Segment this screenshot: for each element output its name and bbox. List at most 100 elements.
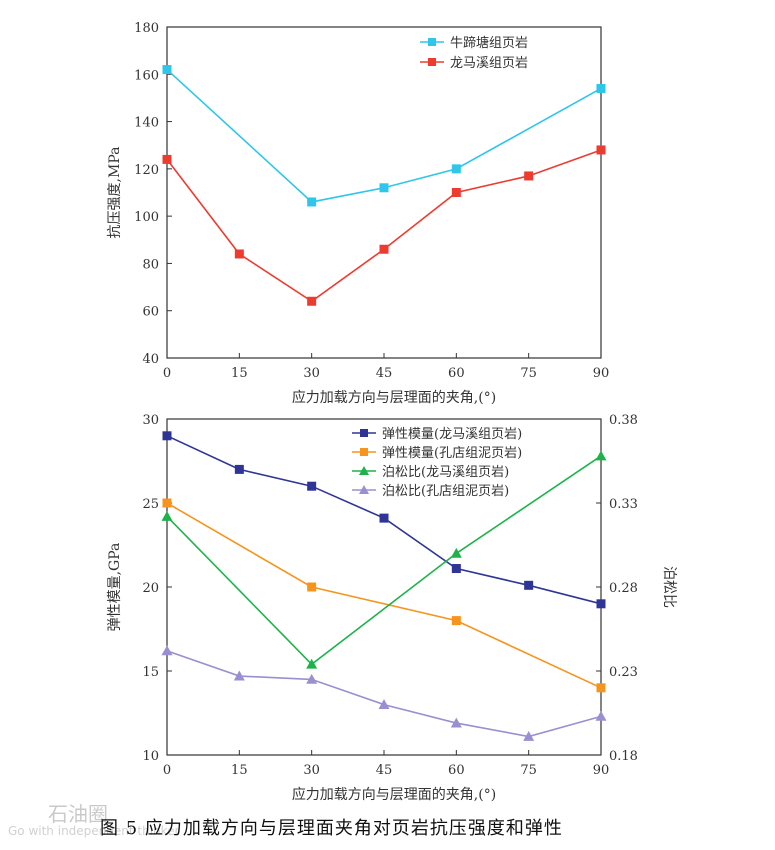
data-point [162, 498, 172, 508]
legend-label: 泊松比(孔店组泥页岩) [382, 484, 509, 499]
data-point [523, 731, 535, 741]
y-axis-label: 弹性模量,GPa [107, 543, 123, 632]
y-axis-label: 抗压强度,MPa [107, 147, 123, 239]
x-tick-label: 0 [163, 366, 171, 381]
data-point [307, 296, 317, 306]
legend-label: 弹性模量(孔店组泥页岩) [382, 446, 522, 461]
data-point [307, 197, 317, 207]
series-line [166, 650, 602, 738]
y-tick-label: 180 [134, 21, 159, 36]
x-tick-label: 30 [303, 366, 320, 381]
legend-label: 龙马溪组页岩 [450, 56, 528, 71]
y-tick-label: 15 [142, 665, 159, 680]
legend-marker [428, 58, 436, 66]
data-point [450, 547, 462, 558]
data-point [379, 183, 389, 193]
x-tick-label: 75 [520, 366, 537, 381]
y2-tick-label: 0.23 [609, 665, 638, 680]
watermark: 石油圈 Go with independent thinker [8, 798, 198, 842]
data-point [234, 464, 244, 474]
series-line [166, 149, 602, 303]
y-tick-label: 40 [142, 352, 159, 367]
data-point [161, 645, 173, 656]
legend-marker [360, 448, 368, 456]
data-point [306, 658, 318, 669]
y2-tick-label: 0.33 [609, 497, 638, 512]
x-tick-label: 90 [593, 763, 610, 778]
x-tick-label: 45 [376, 366, 393, 381]
legend-marker [428, 38, 436, 46]
x-tick-label: 60 [448, 763, 465, 778]
data-point [233, 670, 245, 681]
x-tick-label: 75 [520, 763, 537, 778]
data-point [595, 710, 607, 721]
x-axis-label: 应力加载方向与层理面的夹角,(°) [292, 389, 496, 406]
y2-tick-label: 0.28 [609, 581, 638, 596]
series-3 [161, 450, 607, 669]
y-tick-label: 60 [142, 305, 159, 320]
figure-caption: 图 5 应力加载方向与层理面夹角对页岩抗压强度和弹性 [100, 818, 563, 839]
legend-marker [360, 429, 368, 437]
data-point [524, 171, 534, 181]
data-point [379, 513, 389, 523]
legend-label: 泊松比(龙马溪组页岩) [382, 465, 509, 480]
data-point [162, 65, 172, 75]
legend-label: 弹性模量(龙马溪组页岩) [382, 427, 522, 442]
x-tick-label: 60 [448, 366, 465, 381]
y-tick-label: 140 [134, 116, 159, 131]
watermark-main: 石油圈 [48, 802, 108, 826]
data-point [596, 683, 606, 693]
data-point [451, 564, 461, 574]
y2-tick-label: 0.18 [609, 749, 638, 764]
data-point [596, 145, 606, 155]
data-point [162, 431, 172, 441]
x-tick-label: 30 [303, 763, 320, 778]
y-tick-label: 25 [142, 497, 159, 512]
data-point [451, 188, 461, 197]
x-tick-label: 90 [593, 366, 610, 381]
y-tick-label: 120 [134, 163, 159, 178]
y-tick-label: 20 [142, 581, 159, 596]
series-4 [161, 645, 607, 741]
series-1 [162, 65, 606, 207]
y-tick-label: 30 [142, 413, 159, 428]
chart-1: 0 15 30 45 60 75 90 40 60 80 100 120 140 160 180 应力加载方向… [107, 21, 609, 406]
data-point [451, 616, 461, 626]
data-point [596, 83, 606, 93]
series-line [166, 455, 602, 666]
legend-marker [359, 466, 369, 475]
series-1 [162, 431, 606, 609]
series-line [166, 502, 602, 689]
data-point [306, 673, 318, 684]
watermark-sub: Go with independent thinker [8, 824, 180, 838]
data-point [162, 154, 172, 164]
data-point [378, 699, 390, 709]
plot-frame [166, 26, 602, 359]
y-tick-label: 160 [134, 68, 159, 83]
y2-axis-label: 泊松比 [661, 566, 677, 608]
y-tick-label: 10 [142, 749, 159, 764]
data-point [234, 249, 244, 259]
y2-tick-label: 0.38 [609, 413, 638, 428]
y-tick-label: 80 [142, 257, 159, 272]
data-point [451, 164, 461, 174]
x-tick-label: 45 [376, 763, 393, 778]
legend-label: 牛蹄塘组页岩 [450, 35, 528, 51]
data-point [307, 481, 317, 491]
data-point [161, 510, 173, 521]
data-point [524, 580, 534, 590]
data-point [596, 599, 606, 609]
data-point [595, 450, 607, 461]
data-point [307, 582, 317, 592]
x-tick-label: 15 [231, 366, 248, 381]
chart-2: 0 15 30 45 60 75 90 10 15 20 25 30 0.18 0.23 0.28 0.33 0… [107, 413, 677, 803]
x-tick-label: 0 [163, 763, 171, 778]
legend-marker [359, 485, 369, 494]
series-line [166, 68, 602, 203]
series-2 [162, 498, 606, 693]
x-axis-label: 应力加载方向与层理面的夹角,(°) [292, 786, 496, 803]
y-tick-label: 100 [134, 210, 159, 225]
series-2 [162, 145, 606, 306]
x-tick-label: 15 [231, 763, 248, 778]
